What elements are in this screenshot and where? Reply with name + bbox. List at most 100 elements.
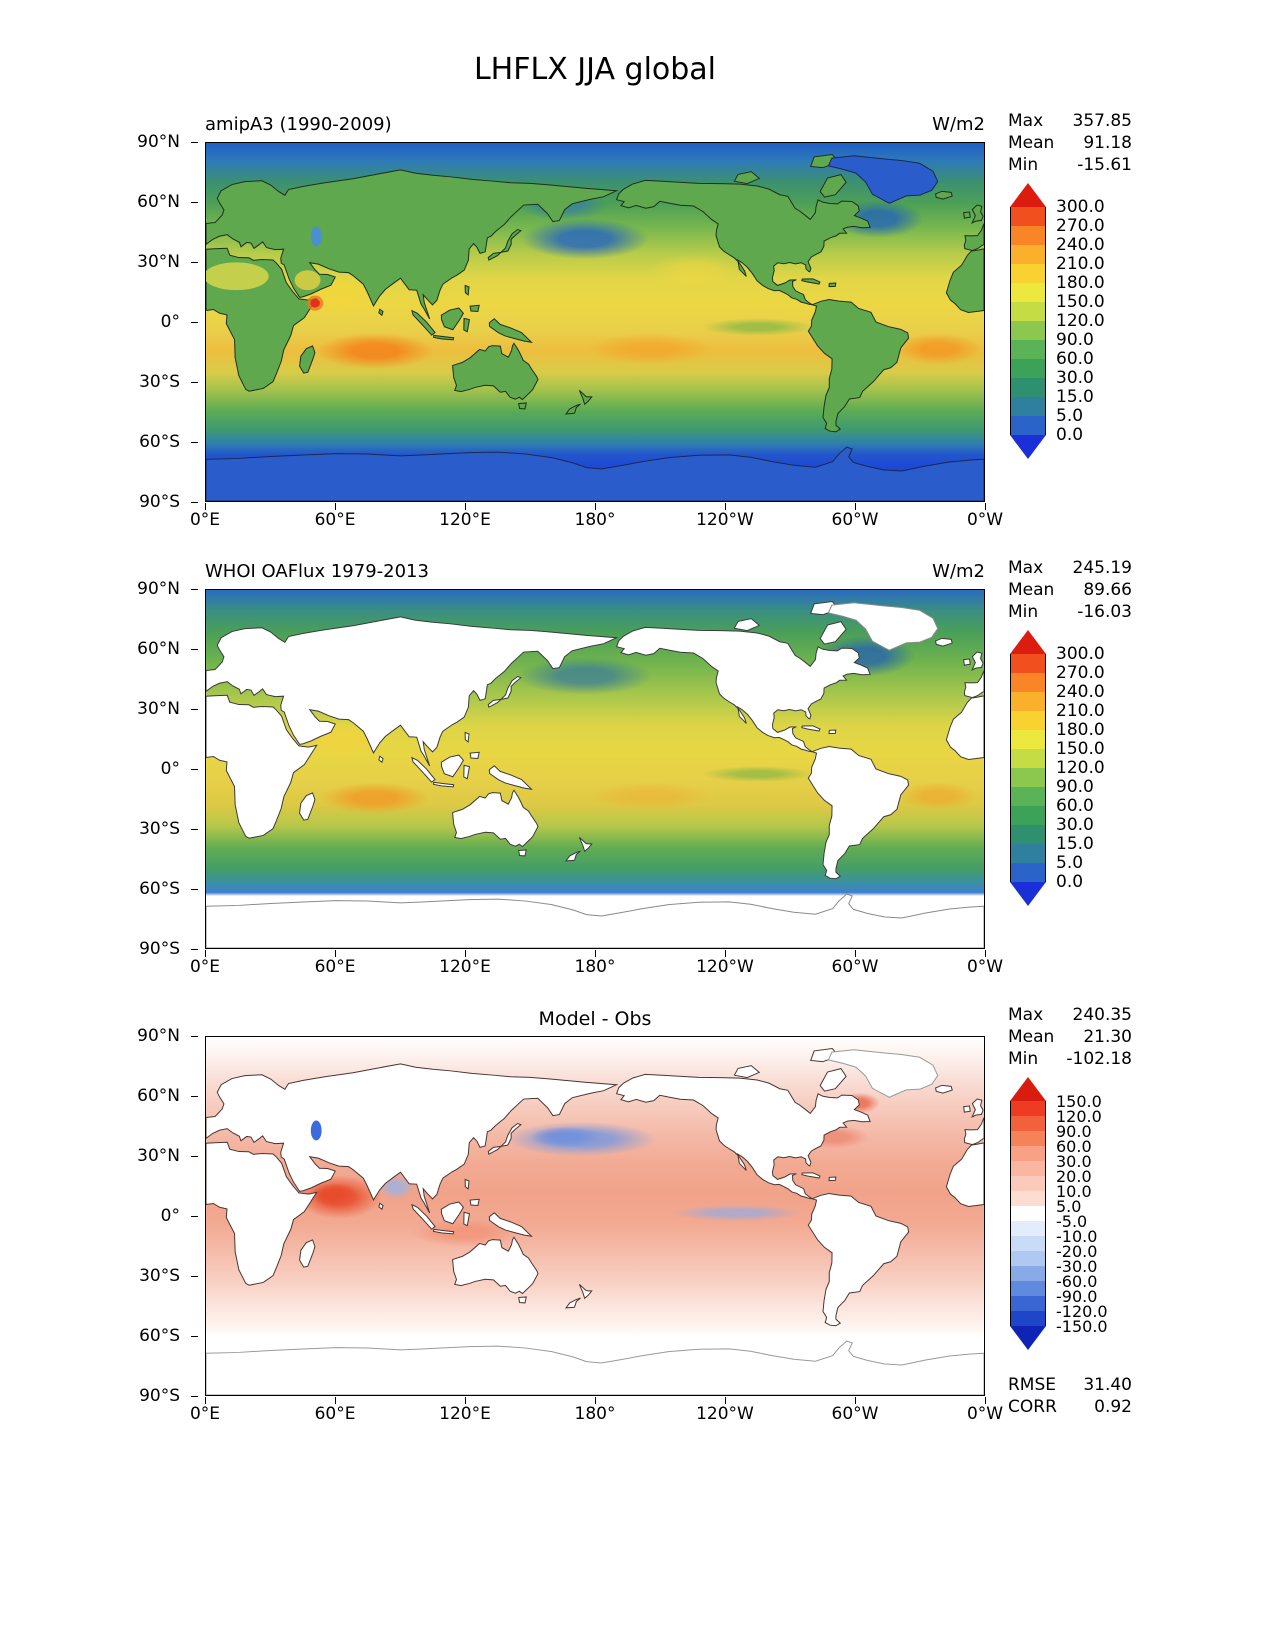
colorbar-tick-label: 15.0 [1056, 834, 1094, 854]
lon-tick-label: 120°W [696, 510, 754, 530]
colorbar-segment [1011, 1116, 1045, 1131]
colorbar-tick-label: 60.0 [1056, 1137, 1092, 1156]
colorbar-under-arrow [1010, 882, 1046, 906]
colorbar-tick-label: 150.0 [1056, 292, 1105, 312]
coastline-overlay [206, 153, 984, 501]
stat-row: Mean 91.18 [1008, 132, 1132, 154]
skill-scores-block: RMSE 31.40 CORR 0.92 [1008, 1374, 1132, 1418]
panel-title: WHOI OAFlux 1979-2013 [205, 561, 429, 582]
coastline-overlay [206, 600, 984, 948]
lon-tickmarks [205, 1397, 986, 1404]
sahara-high-flux-patch [206, 262, 269, 291]
colorbar-body [1010, 1101, 1046, 1326]
colorbar-tick-label: 150.0 [1056, 1092, 1102, 1111]
skill-score-value: 0.92 [1094, 1397, 1132, 1417]
colorbar-tick-label: 60.0 [1056, 796, 1094, 816]
lon-tick-label: 60°E [314, 510, 356, 530]
colorbar-tick-label: 210.0 [1056, 254, 1105, 274]
colorbar-tick-label: -150.0 [1056, 1317, 1108, 1336]
lon-tick-label: 60°W [831, 1404, 879, 1424]
colorbar-tick-label: -10.0 [1056, 1227, 1098, 1246]
colorbar-segment [1011, 321, 1045, 340]
lat-tick-label: 90°N [137, 1026, 180, 1046]
caspian-sea [310, 226, 322, 247]
colorbar-over-arrow [1010, 630, 1046, 654]
lat-tick-label: 30°S [139, 819, 180, 839]
stat-label: Mean [1008, 133, 1055, 153]
stats-block: Max 240.35 Mean 21.30 Min -102.18 [1008, 1004, 1132, 1070]
stat-value: 240.35 [1072, 1005, 1132, 1025]
colorbar-segment [1011, 863, 1045, 882]
lon-axis: 0°E 60°E 120°E 180° 120°W 60°W 0°W [190, 957, 1120, 977]
lon-tick-label: 120°W [696, 957, 754, 977]
colorbar-segment [1011, 340, 1045, 359]
colorbar-tick-label: 300.0 [1056, 197, 1105, 217]
colorbar-body [1010, 207, 1046, 435]
colorbar-under-arrow [1010, 435, 1046, 459]
colorbar-tick-label: 120.0 [1056, 758, 1105, 778]
lat-axis: 90°N 60°N 30°N 0° 30°S 60°S 90°S [100, 581, 192, 1009]
stats-block: Max 245.19 Mean 89.66 Min -16.03 [1008, 557, 1132, 623]
colorbar-segment [1011, 1296, 1045, 1311]
colorbar-segment [1011, 730, 1045, 749]
lat-tick-label: 0° [160, 312, 180, 332]
lat-tick-label: 60°N [137, 192, 180, 212]
colorbar-body [1010, 654, 1046, 882]
lon-tick-label: 0°W [966, 1404, 1004, 1424]
colorbar-segment [1011, 264, 1045, 283]
lon-tick-label: 60°W [831, 510, 879, 530]
colorbar-segment [1011, 806, 1045, 825]
lon-tick-label: 180° [574, 1404, 616, 1424]
stat-value: -15.61 [1077, 155, 1132, 175]
lon-tick-label: 60°E [314, 957, 356, 977]
colorbar-segment [1011, 283, 1045, 302]
lat-tick-label: 0° [160, 1206, 180, 1226]
skill-score-label: CORR [1008, 1397, 1057, 1417]
colorbar-segment [1011, 226, 1045, 245]
colorbar-tick-label: 60.0 [1056, 349, 1094, 369]
lat-tickmarks [191, 142, 198, 503]
colorbar-segment [1011, 397, 1045, 416]
colorbar-segment [1011, 1206, 1045, 1221]
colorbar-over-arrow [1010, 1077, 1046, 1101]
lon-axis: 0°E 60°E 120°E 180° 120°W 60°W 0°W [190, 510, 1120, 530]
colorbar-tick-label: 30.0 [1056, 1152, 1092, 1171]
panel-diff: Model - Obs Max 240.35 Mean 21.30 Min -1… [0, 1002, 1275, 1449]
colorbar-under-arrow [1010, 1326, 1046, 1350]
panel-title: amipA3 (1990-2009) [205, 114, 392, 135]
lon-tick-label: 0°E [189, 1404, 221, 1424]
lon-tick-label: 0°E [189, 510, 221, 530]
stat-row: Min -102.18 [1008, 1048, 1132, 1070]
colorbar-tick-label: 90.0 [1056, 777, 1094, 797]
colorbar-segment [1011, 1251, 1045, 1266]
lat-tickmarks [191, 1036, 198, 1397]
colorbar-ticks: 150.0 120.0 90.0 60.0 30.0 20.0 10.0 5.0 -5.0 -10… [1056, 1093, 1108, 1341]
colorbar-tick-label: -20.0 [1056, 1242, 1098, 1261]
lon-tick-label: 0°E [189, 957, 221, 977]
colorbar-tick-label: 30.0 [1056, 368, 1094, 388]
colorbar-segment [1011, 1236, 1045, 1251]
lat-axis: 90°N 60°N 30°N 0° 30°S 60°S 90°S [100, 134, 192, 562]
colorbar-obs: 300.0 270.0 240.0 210.0 180.0 150.0 120.0 90.0 6… [1010, 630, 1150, 906]
lat-tick-label: 90°S [139, 1386, 180, 1406]
stat-row: Mean 21.30 [1008, 1026, 1132, 1048]
lat-tick-label: 60°S [139, 879, 180, 899]
colorbar-segment [1011, 1146, 1045, 1161]
map-diff [205, 1036, 985, 1396]
stat-row: Min -16.03 [1008, 601, 1132, 623]
colorbar-tick-label: 180.0 [1056, 273, 1105, 293]
skill-score-row: CORR 0.92 [1008, 1396, 1132, 1418]
lon-tick-label: 180° [574, 510, 616, 530]
lat-tick-label: 0° [160, 759, 180, 779]
panel-obs: WHOI OAFlux 1979-2013 W/m2 Max 245.19 Me… [0, 555, 1275, 1002]
colorbar-tick-label: 5.0 [1056, 406, 1084, 426]
colorbar-segment [1011, 1266, 1045, 1281]
colorbar-tick-label: 5.0 [1056, 1197, 1082, 1216]
stat-row: Max 240.35 [1008, 1004, 1132, 1026]
lat-tick-label: 30°N [137, 1146, 180, 1166]
colorbar-tick-label: -5.0 [1056, 1212, 1088, 1231]
colorbar-tick-label: -90.0 [1056, 1287, 1098, 1306]
skill-score-label: RMSE [1008, 1375, 1057, 1395]
colorbar-tick-label: 210.0 [1056, 701, 1105, 721]
colorbar-segment [1011, 416, 1045, 435]
